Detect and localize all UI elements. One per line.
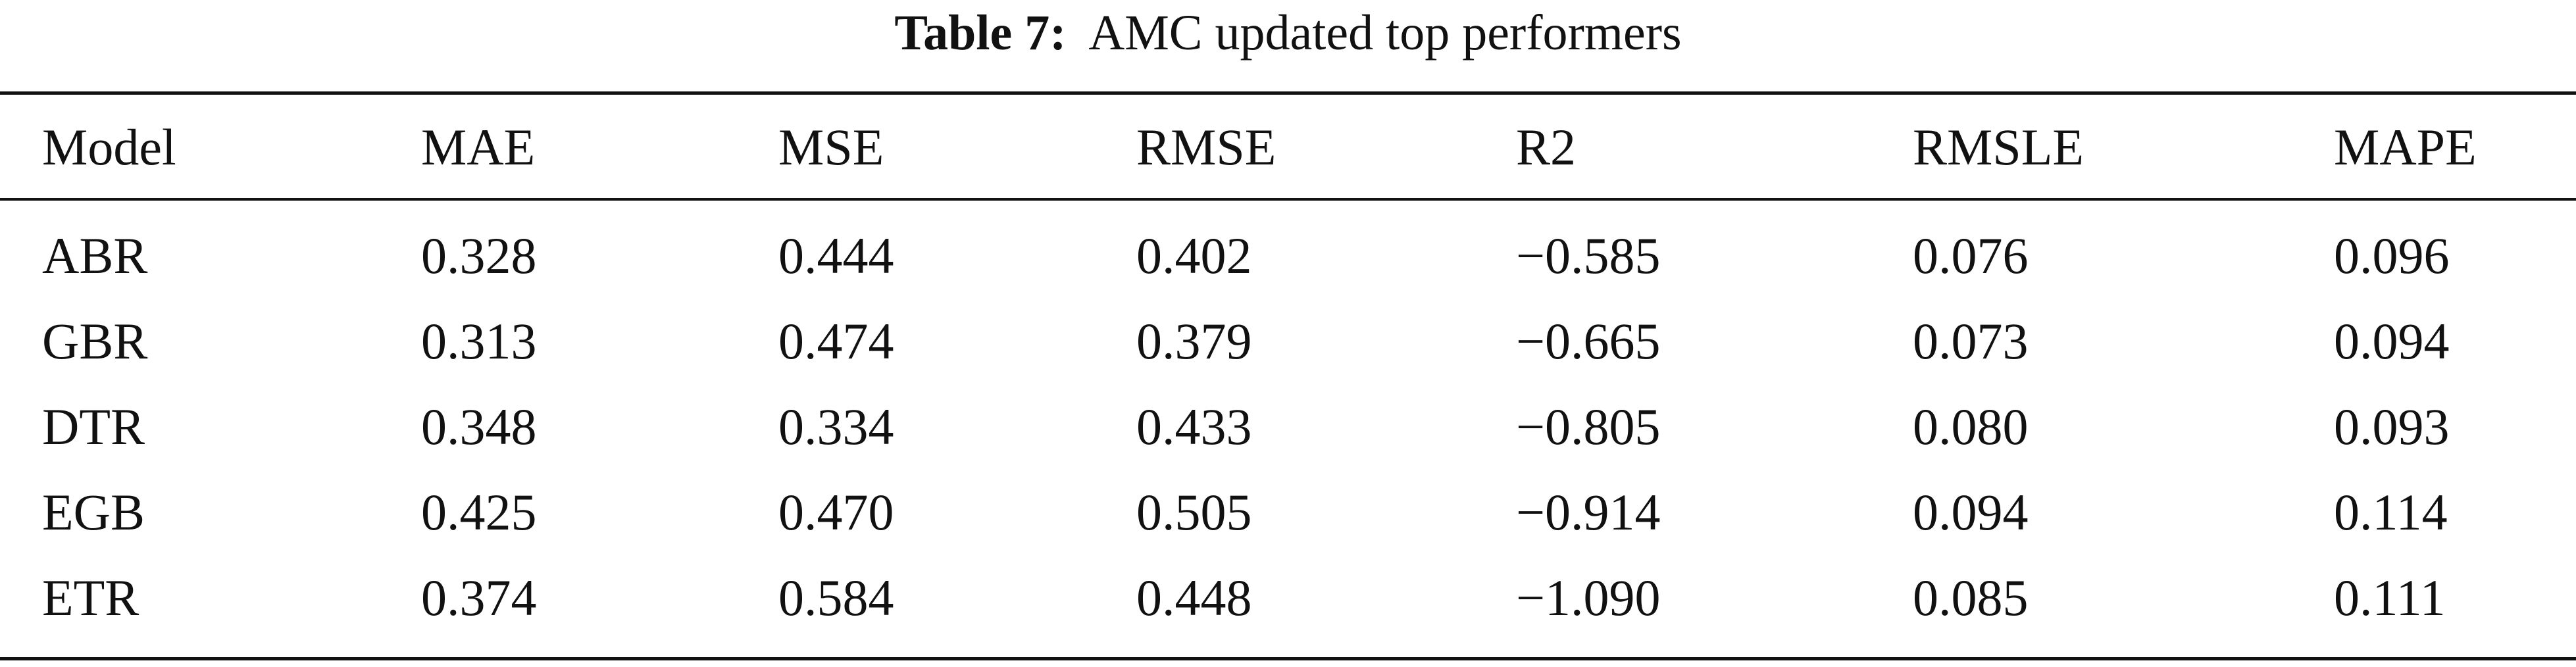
table-cell-model: ETR xyxy=(42,569,139,626)
table-row: GBR 0.313 0.474 0.379 −0.665 0.073 0.094 xyxy=(0,299,2576,383)
column-header-mae: MAE xyxy=(421,118,536,176)
table-cell-mae: 0.348 xyxy=(421,398,537,455)
table-cell-mse: 0.444 xyxy=(778,227,894,284)
table-cell-rmse: 0.505 xyxy=(1136,483,1252,541)
column-header-mape: MAPE xyxy=(2334,118,2477,176)
table-cell-r2: −0.585 xyxy=(1516,227,1661,284)
table-cell-mape: 0.114 xyxy=(2334,483,2448,541)
table-cell-rmse: 0.433 xyxy=(1136,398,1252,455)
table-caption: Table 7: AMC updated top performers xyxy=(0,0,2576,66)
column-header-r2: R2 xyxy=(1516,118,1577,176)
table-cell-mae: 0.313 xyxy=(421,312,537,370)
table-cell-r2: −1.090 xyxy=(1516,569,1661,626)
table-header-row: Model MAE MSE RMSE R2 RMSLE MAPE xyxy=(0,105,2576,189)
table-cell-r2: −0.914 xyxy=(1516,483,1661,541)
table-cell-model: EGB xyxy=(42,483,145,541)
column-header-rmse: RMSE xyxy=(1136,118,1276,176)
table-cell-mse: 0.584 xyxy=(778,569,894,626)
table-row: ABR 0.328 0.444 0.402 −0.585 0.076 0.096 xyxy=(0,214,2576,298)
table-bottom-rule xyxy=(0,657,2576,660)
table-caption-text: AMC updated top performers xyxy=(1088,5,1682,61)
table-cell-r2: −0.665 xyxy=(1516,312,1661,370)
table-cell-model: DTR xyxy=(42,398,145,455)
table-cell-mse: 0.470 xyxy=(778,483,894,541)
table-cell-mae: 0.328 xyxy=(421,227,537,284)
table-row: DTR 0.348 0.334 0.433 −0.805 0.080 0.093 xyxy=(0,385,2576,469)
table-cell-mse: 0.474 xyxy=(778,312,894,370)
table-cell-mae: 0.374 xyxy=(421,569,537,626)
table-top-rule xyxy=(0,91,2576,95)
table-cell-rmse: 0.448 xyxy=(1136,569,1252,626)
table-cell-rmse: 0.402 xyxy=(1136,227,1252,284)
table-row: EGB 0.425 0.470 0.505 −0.914 0.094 0.114 xyxy=(0,470,2576,555)
table-row: ETR 0.374 0.584 0.448 −1.090 0.085 0.111 xyxy=(0,556,2576,640)
table-caption-label: Table 7: xyxy=(894,5,1067,61)
table-cell-rmsle: 0.076 xyxy=(1913,227,2029,284)
table-cell-mape: 0.096 xyxy=(2334,227,2450,284)
table-cell-rmsle: 0.094 xyxy=(1913,483,2029,541)
table-cell-mape: 0.093 xyxy=(2334,398,2450,455)
table-cell-r2: −0.805 xyxy=(1516,398,1661,455)
table-cell-rmsle: 0.080 xyxy=(1913,398,2029,455)
table-cell-mse: 0.334 xyxy=(778,398,894,455)
column-header-rmsle: RMSLE xyxy=(1913,118,2084,176)
column-header-mse: MSE xyxy=(778,118,884,176)
table-cell-rmsle: 0.073 xyxy=(1913,312,2029,370)
table-header-rule xyxy=(0,198,2576,201)
table-cell-mae: 0.425 xyxy=(421,483,537,541)
table-cell-model: ABR xyxy=(42,227,148,284)
table-cell-mape: 0.111 xyxy=(2334,569,2446,626)
table-cell-model: GBR xyxy=(42,312,148,370)
table-cell-rmsle: 0.085 xyxy=(1913,569,2029,626)
column-header-model: Model xyxy=(42,118,176,176)
table-cell-mape: 0.094 xyxy=(2334,312,2450,370)
table-cell-rmse: 0.379 xyxy=(1136,312,1252,370)
